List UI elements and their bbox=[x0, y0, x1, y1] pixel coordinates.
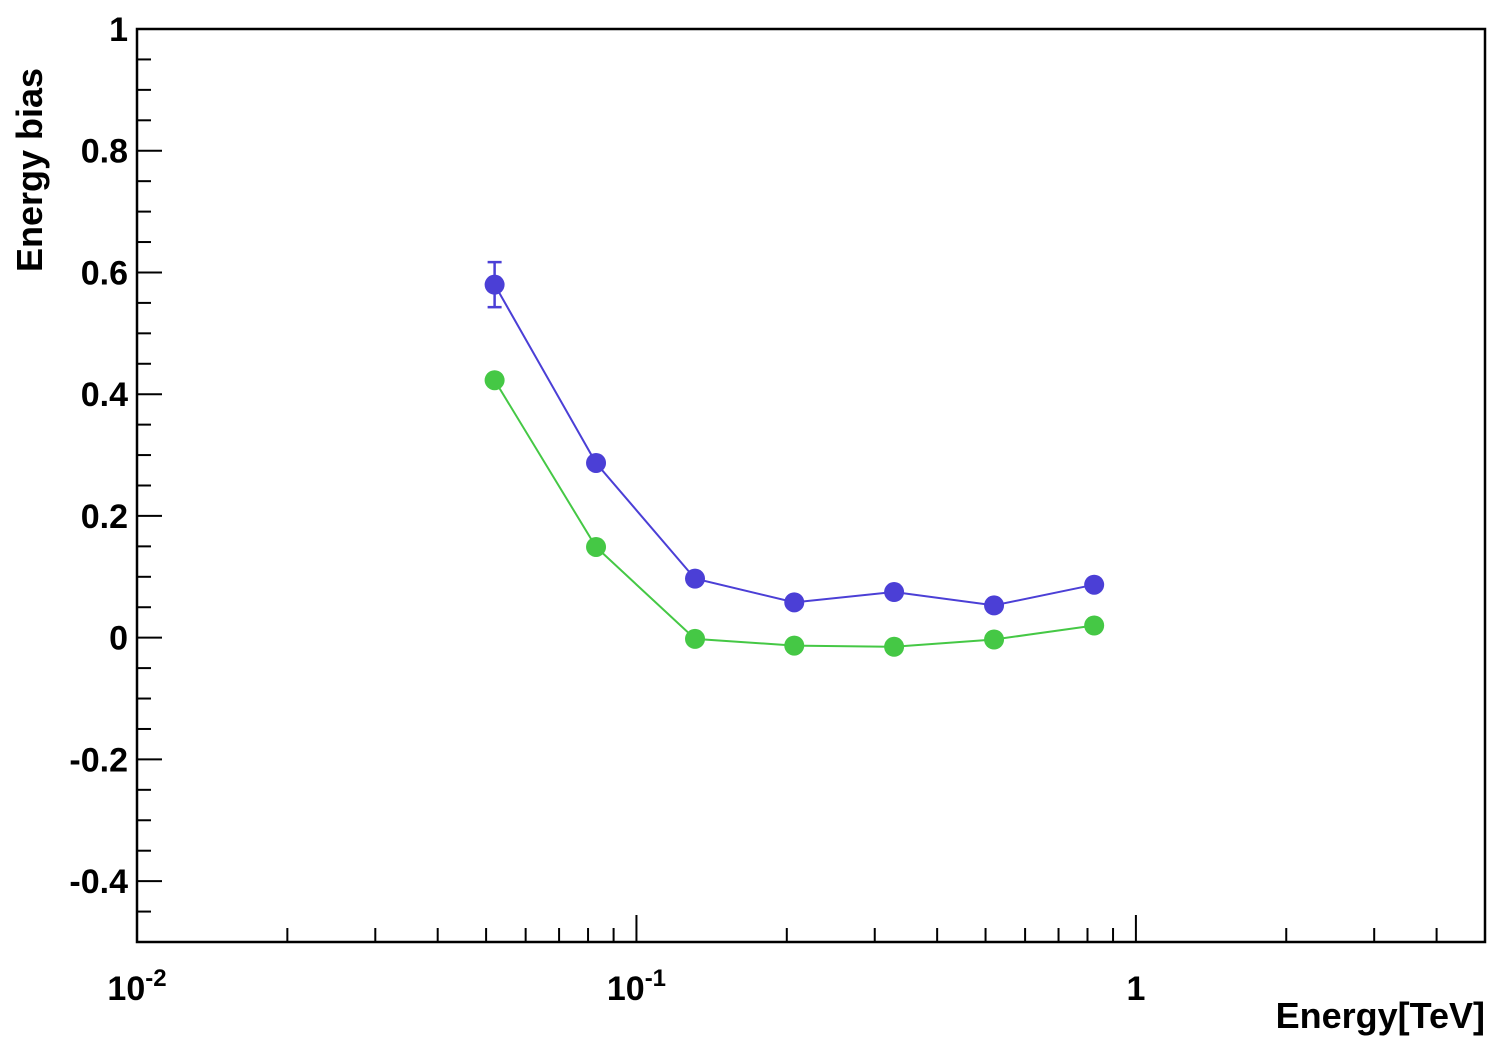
data-point bbox=[685, 568, 706, 589]
y-axis-ticks bbox=[137, 28, 162, 943]
series-line bbox=[493, 284, 1095, 607]
y-tick-label: 0 bbox=[109, 620, 128, 658]
data-point bbox=[884, 582, 905, 603]
x-tick-label-exponent: -1 bbox=[645, 965, 666, 992]
x-tick-label-base: 10 bbox=[607, 970, 645, 1008]
y-tick-label: 0.2 bbox=[81, 498, 128, 536]
y-tick-label: -0.2 bbox=[69, 741, 128, 779]
series-1 bbox=[484, 260, 1105, 616]
series-layer bbox=[484, 260, 1105, 657]
data-point bbox=[484, 370, 505, 391]
data-point bbox=[984, 629, 1005, 650]
y-tick-label: 0.8 bbox=[81, 133, 128, 171]
data-point bbox=[1084, 574, 1105, 595]
data-point bbox=[784, 592, 805, 613]
y-tick-label: 0.6 bbox=[81, 254, 128, 292]
data-point bbox=[484, 274, 505, 295]
series-2 bbox=[484, 370, 1105, 657]
x-axis-ticks bbox=[136, 915, 1486, 942]
data-point bbox=[586, 536, 607, 557]
data-point bbox=[884, 636, 905, 657]
x-tick-label-base: 1 bbox=[1126, 970, 1145, 1008]
data-point bbox=[1084, 615, 1105, 636]
y-tick-label: -0.4 bbox=[69, 863, 128, 901]
data-point bbox=[784, 635, 805, 656]
x-tick-label: 10-1 bbox=[607, 965, 666, 1008]
x-tick-label-base: 10 bbox=[107, 970, 145, 1008]
y-axis-title: Energy bias bbox=[9, 68, 50, 272]
data-point bbox=[586, 452, 607, 473]
data-point bbox=[685, 628, 706, 649]
data-point bbox=[984, 595, 1005, 616]
y-tick-label: 1 bbox=[109, 11, 128, 49]
y-tick-label: 0.4 bbox=[81, 376, 128, 414]
x-axis-title: Energy[TeV] bbox=[1276, 995, 1485, 1036]
x-tick-label: 1 bbox=[1126, 970, 1145, 1008]
plot-frame bbox=[135, 27, 1487, 944]
x-axis-tick-labels: 10-2 10-1 1 bbox=[107, 965, 1145, 1008]
y-axis-tick-labels: -0.4 -0.2 0 0.2 0.4 0.6 0.8 1 bbox=[69, 11, 128, 901]
x-tick-label-exponent: -2 bbox=[145, 965, 166, 992]
x-tick-label: 10-2 bbox=[107, 965, 166, 1008]
